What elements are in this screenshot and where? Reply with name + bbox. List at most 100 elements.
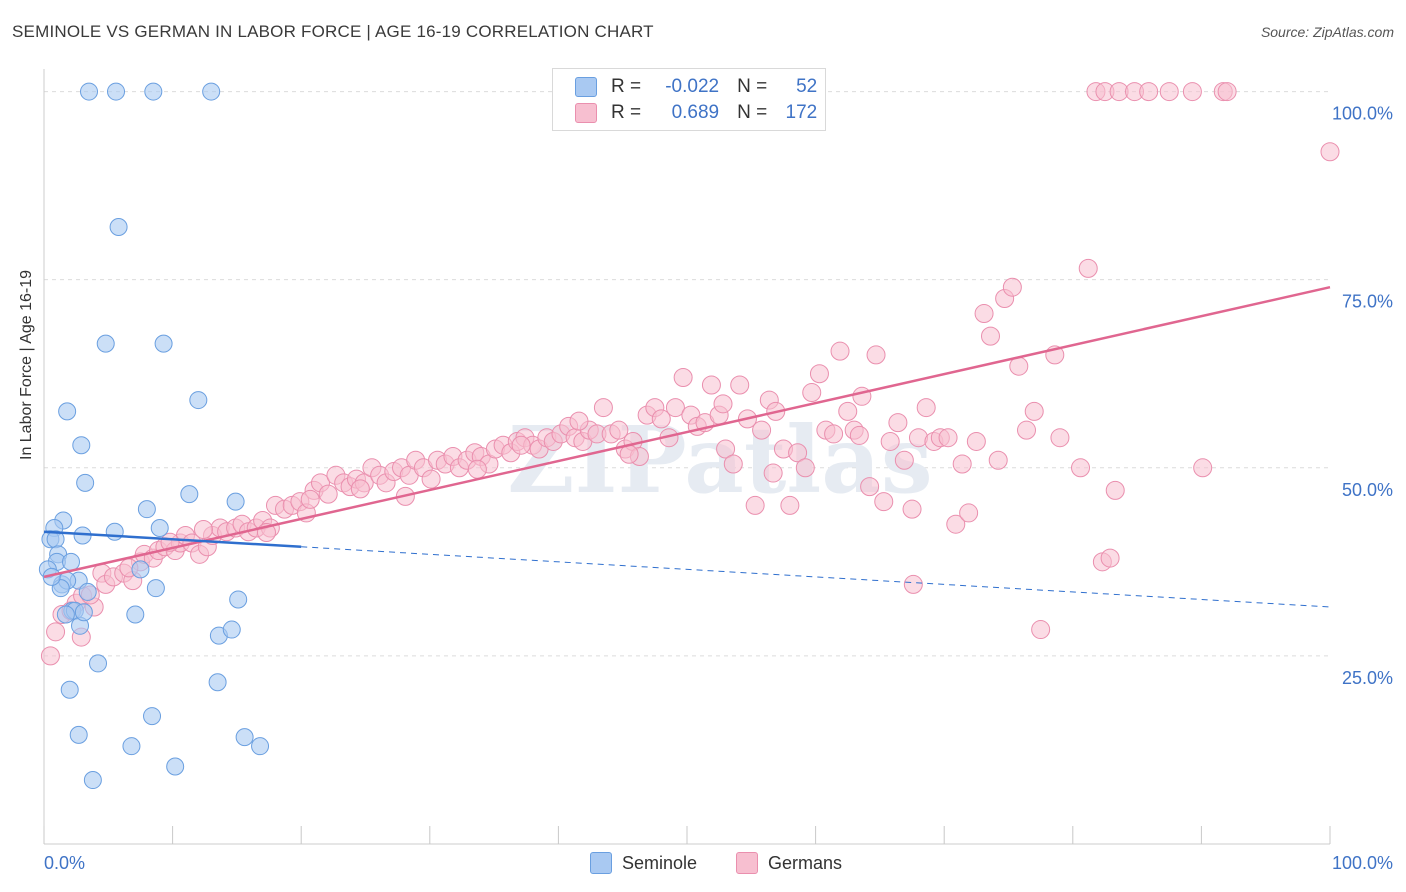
- germans-point: [716, 439, 736, 459]
- germans-point: [1182, 82, 1202, 102]
- germans-point: [318, 484, 338, 504]
- seminole-point: [150, 518, 169, 537]
- germans-point: [193, 519, 213, 539]
- seminole-point: [72, 436, 91, 455]
- seminole-point: [56, 605, 75, 624]
- germans-point: [849, 425, 869, 445]
- seminole-point: [76, 473, 95, 492]
- n-value: 172: [785, 102, 818, 123]
- r-value: -0.022: [665, 76, 720, 97]
- seminole-point: [109, 218, 128, 237]
- germans-point: [966, 431, 986, 451]
- legend-row-seminole: R = -0.022 N = 52: [575, 75, 817, 99]
- seminole-point: [105, 522, 124, 541]
- germans-point: [874, 492, 894, 512]
- germans-point: [745, 495, 765, 515]
- germans-point: [1078, 258, 1098, 278]
- germans-point: [1105, 480, 1125, 500]
- seminole-point: [62, 552, 81, 571]
- seminole-point: [229, 590, 248, 609]
- seminole-trend-extension: [301, 546, 1331, 608]
- seminole-point: [122, 737, 141, 756]
- germans-point: [1031, 620, 1051, 640]
- seminole-point: [154, 334, 173, 353]
- germans-point: [980, 326, 1000, 346]
- germans-point: [830, 341, 850, 361]
- y-tick-label: 100.0%: [1332, 104, 1393, 124]
- germans-point: [763, 463, 783, 483]
- germans-point: [593, 398, 613, 418]
- seminole-point: [74, 603, 93, 622]
- germans-point: [974, 304, 994, 324]
- germans-point: [780, 495, 800, 515]
- seminole-point: [202, 82, 221, 101]
- germans-point: [421, 469, 441, 489]
- series-seminole: [38, 82, 270, 790]
- legend-row-germans: R = 0.689 N = 172: [575, 101, 817, 125]
- tick-labels: 25.0% 50.0% 75.0% 100.0% 0.0% 100.0%: [44, 104, 1393, 873]
- seminole-point: [226, 492, 245, 511]
- seminole-point: [107, 82, 126, 101]
- series-germans: [40, 82, 1340, 666]
- seminole-point: [60, 680, 79, 699]
- seminole-point: [146, 579, 165, 598]
- seminole-point: [222, 620, 241, 639]
- germans-point: [894, 450, 914, 470]
- germans-point: [350, 479, 370, 499]
- germans-legend-swatch: [736, 852, 758, 874]
- seminole-legend-swatch: [590, 852, 612, 874]
- y-tick-label: 25.0%: [1342, 668, 1393, 688]
- germans-swatch: [575, 103, 597, 123]
- chart-title: SEMINOLE VS GERMAN IN LABOR FORCE | AGE …: [12, 22, 654, 41]
- germans-point: [809, 364, 829, 384]
- seminole-point: [126, 605, 145, 624]
- seminole-legend-label: Seminole: [622, 852, 698, 873]
- seminole-point: [131, 560, 150, 579]
- seminole-point: [137, 500, 156, 519]
- germans-point: [860, 477, 880, 497]
- r-value: 0.689: [671, 102, 720, 123]
- x-tick-label: 100.0%: [1332, 853, 1393, 873]
- seminole-point: [143, 707, 162, 726]
- seminole-point: [235, 728, 254, 747]
- r-label: R =: [611, 76, 642, 97]
- germans-point: [40, 646, 60, 666]
- germans-point: [673, 367, 693, 387]
- n-label: N =: [737, 76, 768, 97]
- seminole-point: [83, 771, 102, 790]
- germans-point: [988, 450, 1008, 470]
- germans-point: [701, 375, 721, 395]
- germans-point: [46, 622, 66, 642]
- germans-point: [1100, 548, 1120, 568]
- germans-point: [880, 431, 900, 451]
- seminole-trend-line: [43, 530, 302, 549]
- seminole-point: [96, 334, 115, 353]
- seminole-point: [208, 673, 227, 692]
- germans-point: [1002, 277, 1022, 297]
- seminole-point: [166, 757, 185, 776]
- y-axis-label: In Labor Force | Age 16-19: [18, 269, 35, 460]
- germans-point: [1320, 142, 1340, 162]
- germans-point: [609, 420, 629, 440]
- germans-point: [713, 394, 733, 414]
- germans-point: [952, 454, 972, 474]
- germans-point: [569, 411, 589, 431]
- germans-point: [511, 435, 531, 455]
- germans-point: [1217, 82, 1237, 102]
- germans-point: [651, 409, 671, 429]
- bottom-legend-seminole: Seminole: [590, 852, 697, 874]
- germans-point: [838, 401, 858, 421]
- germans-point: [902, 499, 922, 519]
- germans-point: [1139, 82, 1159, 102]
- germans-point: [788, 443, 808, 463]
- seminole-point: [189, 391, 208, 410]
- germans-point: [888, 413, 908, 433]
- seminole-point: [69, 725, 88, 744]
- germans-point: [1071, 458, 1091, 478]
- seminole-point: [58, 402, 77, 421]
- germans-point: [1017, 420, 1037, 440]
- germans-point: [866, 345, 886, 365]
- seminole-point: [42, 567, 61, 586]
- seminole-point: [80, 82, 99, 101]
- seminole-point: [78, 582, 97, 601]
